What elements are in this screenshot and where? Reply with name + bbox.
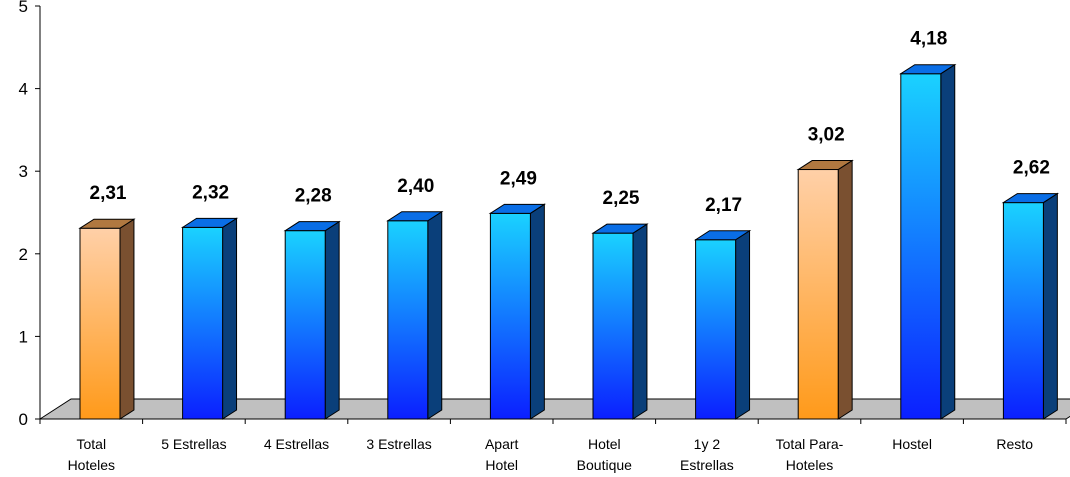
x-axis-labels: Total Hoteles 5 Estrellas 4 Estrellas 3 Estr…	[68, 436, 1034, 473]
bar-top	[796, 160, 854, 171]
bar	[1001, 192, 1060, 420]
bar-front	[695, 239, 737, 420]
x-tick-label: Total Para-Hoteles	[776, 436, 844, 473]
y-tick-label: 1	[19, 327, 28, 346]
bar-top	[488, 203, 547, 214]
bar-side	[222, 217, 238, 420]
data-label: 2,31	[90, 183, 127, 204]
bar-top	[693, 230, 752, 241]
data-label: 3,02	[808, 125, 845, 146]
bar-top	[1001, 193, 1060, 204]
y-tick-label: 5	[19, 0, 28, 16]
bar-top	[78, 218, 136, 229]
bar-side	[940, 63, 956, 420]
bar-front	[1002, 202, 1044, 420]
y-tick-label: 0	[19, 410, 28, 429]
bar-side	[324, 220, 340, 420]
bar-front	[182, 226, 224, 420]
data-label: 2,49	[500, 168, 537, 189]
y-axis: 0 1 2 3 4 5	[19, 0, 1067, 429]
bar	[796, 159, 854, 420]
bar-side	[735, 229, 751, 420]
x-tick-label: Hostel	[892, 436, 932, 452]
data-label: 2,28	[295, 186, 332, 207]
bar-front	[284, 230, 326, 420]
data-label: 2,17	[705, 195, 742, 216]
bar	[180, 217, 239, 420]
bar	[78, 218, 136, 420]
bar-side	[529, 203, 545, 420]
data-label: 4,18	[910, 29, 947, 50]
bar	[283, 220, 341, 420]
bar-front	[489, 212, 531, 420]
y-tick-label: 3	[19, 162, 28, 181]
bar	[386, 210, 444, 420]
bar-front	[797, 169, 839, 420]
bar-front	[592, 232, 634, 420]
y-tick-label: 2	[19, 245, 28, 264]
data-label: 2,32	[192, 182, 229, 203]
bar-side	[837, 159, 853, 420]
bar-top	[899, 64, 957, 75]
bar-front	[387, 220, 429, 420]
x-tick-label: 1y 2 Estrellas	[680, 436, 734, 473]
bar-top	[591, 223, 649, 234]
bar-front	[79, 227, 121, 420]
x-tick-label: Total Hoteles	[68, 436, 115, 473]
bar-front	[900, 73, 942, 420]
data-label: 2,40	[397, 176, 434, 197]
data-label: 2,62	[1013, 158, 1050, 179]
bar-side	[632, 223, 648, 420]
x-tick-label: Resto	[996, 436, 1033, 452]
data-label: 2,25	[603, 188, 640, 209]
x-tick-label: Hotel Boutique	[577, 436, 632, 473]
value-labels: 2,31 2,32 2,28 2,40 2,49 2,25 2,17 3,02 4,18 2,62	[90, 29, 1050, 216]
bars	[78, 63, 1060, 420]
bar-side	[1042, 192, 1058, 420]
bar-top	[386, 211, 444, 222]
x-tick-label: 4 Estrellas	[264, 436, 329, 452]
bar-top	[180, 217, 239, 228]
x-tick-label: 5 Estrellas	[161, 436, 226, 452]
y-tick-label: 4	[19, 80, 28, 99]
x-tick-label: 3 Estrellas	[366, 436, 431, 452]
bar-side	[119, 218, 135, 420]
bar-side	[427, 210, 443, 420]
bar	[488, 203, 547, 420]
bar	[693, 229, 752, 420]
bar-top	[283, 221, 341, 232]
x-tick-label: Apart Hotel	[485, 436, 519, 473]
bar	[591, 223, 649, 420]
bar	[899, 63, 957, 420]
